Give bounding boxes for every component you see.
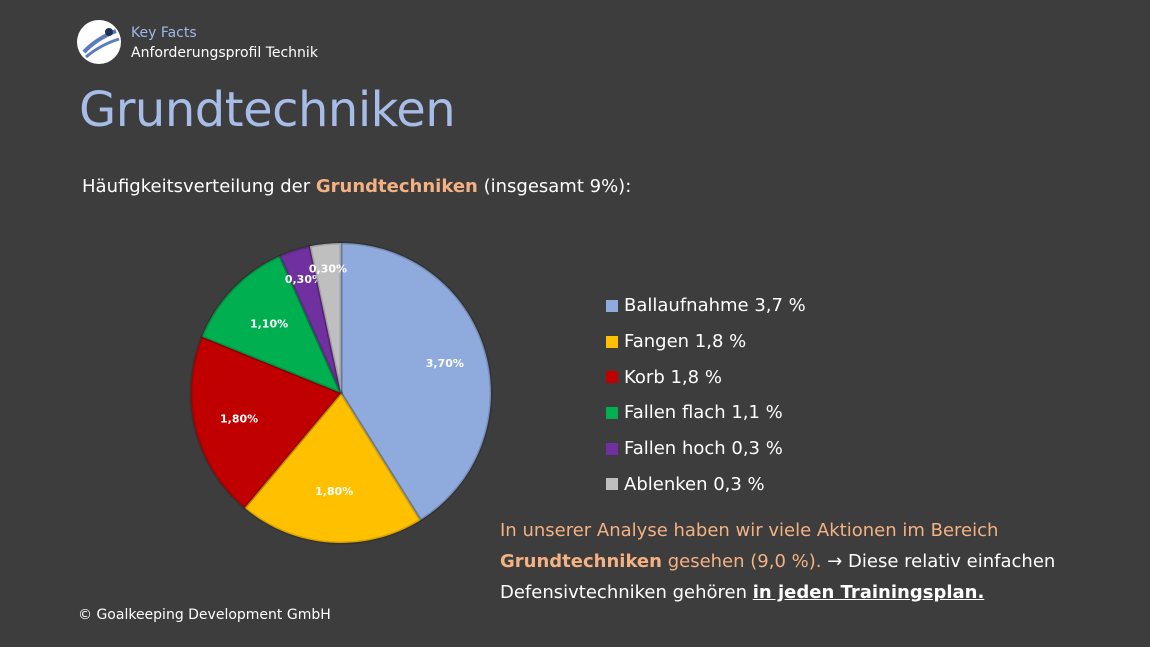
legend-swatch <box>606 406 618 419</box>
legend-item: Fangen 1,8 % <box>606 324 806 360</box>
header-subkicker: Anforderungsprofil Technik <box>131 45 318 61</box>
logo-icon <box>77 20 121 64</box>
note-emphasis: in jeden Trainingsplan. <box>752 582 985 603</box>
legend-swatch <box>606 299 618 312</box>
note-line3: Defensivtechniken gehören <box>500 582 753 603</box>
note-line1: In unserer Analyse haben wir viele Aktio… <box>500 520 999 541</box>
pie-chart: 3,70% 1,80% 1,80% 1,10% 0,30%0,30% <box>189 241 493 545</box>
legend-swatch <box>606 442 618 455</box>
page-title: Grundtechniken <box>79 82 456 138</box>
legend-label: Ablenken 0,3 % <box>624 473 765 495</box>
pie-slice-ballaufnahme <box>339 241 493 523</box>
legend-item: Ablenken 0,3 % <box>606 466 806 502</box>
legend-swatch <box>606 478 618 491</box>
pie-data-label: 3,70% <box>426 357 464 370</box>
intro-highlight: Grundtechniken <box>315 176 478 197</box>
pie-data-label: 1,10% <box>250 318 288 331</box>
legend-item: Korb 1,8 % <box>606 359 806 395</box>
pie-data-label: 0,30% <box>285 273 323 286</box>
legend-swatch <box>606 335 618 348</box>
pie-data-label: 0,30% <box>309 263 347 276</box>
note-line2-white: Diese relativ einfachen <box>848 551 1056 572</box>
pie-slice-korb <box>189 334 344 511</box>
chart-legend: Ballaufnahme 3,7 % Fangen 1,8 % Korb 1,8 %… <box>606 288 806 502</box>
legend-label: Fallen hoch 0,3 % <box>624 438 783 460</box>
footer-copyright: © Goalkeeping Development GmbH <box>78 607 331 623</box>
legend-label: Korb 1,8 % <box>624 366 722 388</box>
pie-data-label: 1,80% <box>315 485 353 498</box>
legend-label: Ballaufnahme 3,7 % <box>624 295 806 317</box>
legend-item: Ballaufnahme 3,7 % <box>606 288 806 324</box>
analysis-note: In unserer Analyse haben wir viele Aktio… <box>500 515 1060 608</box>
intro-prefix: Häufigkeitsverteilung der <box>82 176 316 197</box>
note-bold-term: Grundtechniken <box>500 551 662 572</box>
pie-slice-fallen-flach <box>199 253 344 396</box>
pie-slice-fangen <box>242 390 423 545</box>
legend-label: Fangen 1,8 % <box>624 331 747 353</box>
pie-slice-ablenken <box>308 241 343 394</box>
legend-item: Fallen hoch 0,3 % <box>606 431 806 467</box>
legend-label: Fallen flach 1,1 % <box>624 402 783 424</box>
legend-swatch <box>606 371 618 384</box>
pie-data-label: 1,80% <box>220 412 258 425</box>
chart-intro: Häufigkeitsverteilung der Grundtechniken… <box>82 176 631 197</box>
legend-item: Fallen flach 1,1 % <box>606 395 806 431</box>
header-kicker: Key Facts <box>131 25 197 41</box>
intro-suffix: (insgesamt 9%): <box>477 176 632 197</box>
pie-slice-fallen-hoch <box>278 244 343 394</box>
arrow-right-icon: → <box>821 551 849 572</box>
note-line2-rest: gesehen (9,0 %). <box>661 551 822 572</box>
